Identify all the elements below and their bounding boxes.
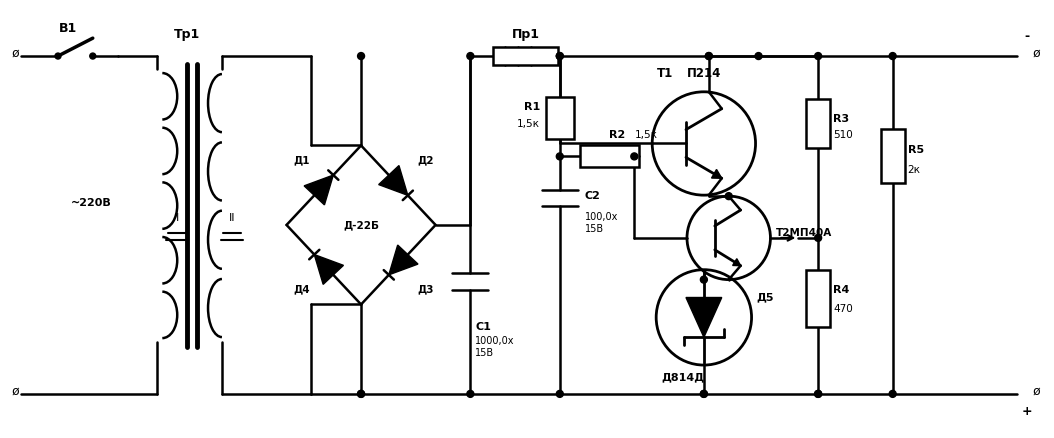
Text: Д2: Д2 [417, 155, 434, 166]
Circle shape [815, 234, 822, 241]
Text: ø: ø [12, 46, 19, 60]
Circle shape [755, 53, 762, 60]
Text: 2к: 2к [907, 165, 920, 175]
Text: 470: 470 [833, 304, 853, 314]
FancyBboxPatch shape [806, 270, 831, 327]
FancyBboxPatch shape [546, 97, 573, 138]
FancyBboxPatch shape [806, 99, 831, 148]
Text: Д5: Д5 [757, 293, 774, 303]
Circle shape [557, 53, 563, 60]
Text: Д4: Д4 [293, 285, 310, 294]
Text: 1,5к: 1,5к [635, 130, 658, 140]
Text: Д-22Б: Д-22Б [343, 220, 379, 230]
Circle shape [815, 390, 822, 397]
Polygon shape [733, 259, 741, 266]
Circle shape [557, 153, 563, 160]
Text: ø: ø [1033, 385, 1040, 397]
Text: R4: R4 [833, 285, 850, 294]
Circle shape [705, 53, 713, 60]
Circle shape [815, 53, 822, 60]
Polygon shape [305, 175, 333, 205]
Circle shape [357, 390, 365, 397]
Text: 100,0х
15В: 100,0х 15В [585, 212, 618, 234]
Circle shape [557, 390, 563, 397]
Text: ø: ø [1033, 46, 1040, 60]
Circle shape [557, 53, 563, 60]
Text: В1: В1 [59, 22, 77, 35]
Text: Д1: Д1 [293, 155, 310, 166]
Circle shape [90, 53, 96, 59]
Circle shape [705, 53, 713, 60]
Text: 1000,0х
15В: 1000,0х 15В [475, 336, 514, 358]
Text: R5: R5 [907, 145, 923, 155]
Circle shape [701, 390, 707, 397]
Polygon shape [378, 166, 408, 195]
Text: Тр1: Тр1 [174, 28, 200, 41]
Circle shape [701, 276, 707, 283]
Text: П214: П214 [687, 67, 721, 81]
Text: 510: 510 [833, 130, 853, 140]
Text: Д3: Д3 [417, 285, 434, 294]
Text: Пр1: Пр1 [511, 28, 540, 41]
Text: С1: С1 [475, 322, 491, 332]
Circle shape [55, 53, 61, 59]
Circle shape [725, 193, 733, 200]
Text: R2: R2 [609, 130, 626, 140]
FancyBboxPatch shape [881, 129, 904, 183]
Text: Т1: Т1 [658, 67, 674, 81]
Circle shape [467, 53, 474, 60]
FancyBboxPatch shape [580, 145, 640, 167]
Circle shape [357, 53, 365, 60]
Circle shape [467, 390, 474, 397]
Polygon shape [389, 245, 418, 275]
Text: R1: R1 [524, 102, 540, 112]
Circle shape [357, 390, 365, 397]
Text: Д814Д: Д814Д [661, 372, 704, 382]
Text: +: + [1021, 405, 1032, 418]
Text: -: - [1024, 30, 1030, 42]
Circle shape [890, 53, 896, 60]
Text: II: II [229, 213, 235, 223]
Circle shape [890, 390, 896, 397]
Text: R3: R3 [833, 113, 850, 124]
Text: 1,5к: 1,5к [516, 119, 540, 129]
Text: I: I [176, 213, 179, 223]
Circle shape [701, 390, 707, 397]
Text: Т2МП40А: Т2МП40А [776, 228, 832, 238]
Polygon shape [314, 254, 344, 284]
Text: ø: ø [12, 385, 19, 397]
Text: ~220В: ~220В [71, 198, 111, 208]
Polygon shape [686, 297, 722, 337]
Circle shape [631, 153, 638, 160]
Circle shape [815, 390, 822, 397]
Polygon shape [711, 170, 722, 178]
Text: С2: С2 [585, 191, 601, 201]
FancyBboxPatch shape [493, 47, 558, 65]
